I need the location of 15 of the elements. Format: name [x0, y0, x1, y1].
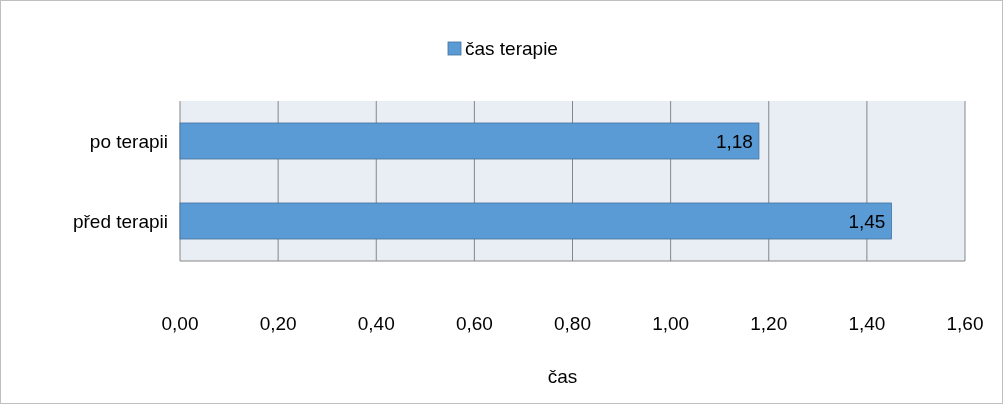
x-tick-label: 0,40 — [357, 313, 395, 334]
legend-label: čas terapie — [465, 38, 558, 59]
x-tick-label: 0,60 — [455, 313, 493, 334]
x-axis-title: čas — [547, 366, 578, 387]
x-tick-label: 1,60 — [946, 313, 984, 334]
x-tick-label: 0,00 — [161, 313, 199, 334]
y-tick-label: po terapii — [89, 130, 168, 152]
x-tick-label: 0,80 — [554, 313, 591, 334]
x-tick-label: 0,20 — [259, 313, 297, 334]
x-tick-label: 1,20 — [750, 313, 788, 334]
x-tick-label: 1,00 — [652, 313, 690, 334]
data-label: 1,45 — [848, 210, 886, 232]
x-tick-label: 1,40 — [848, 313, 886, 334]
y-tick-label: před terapii — [72, 210, 168, 232]
data-label: 1,18 — [715, 130, 753, 152]
